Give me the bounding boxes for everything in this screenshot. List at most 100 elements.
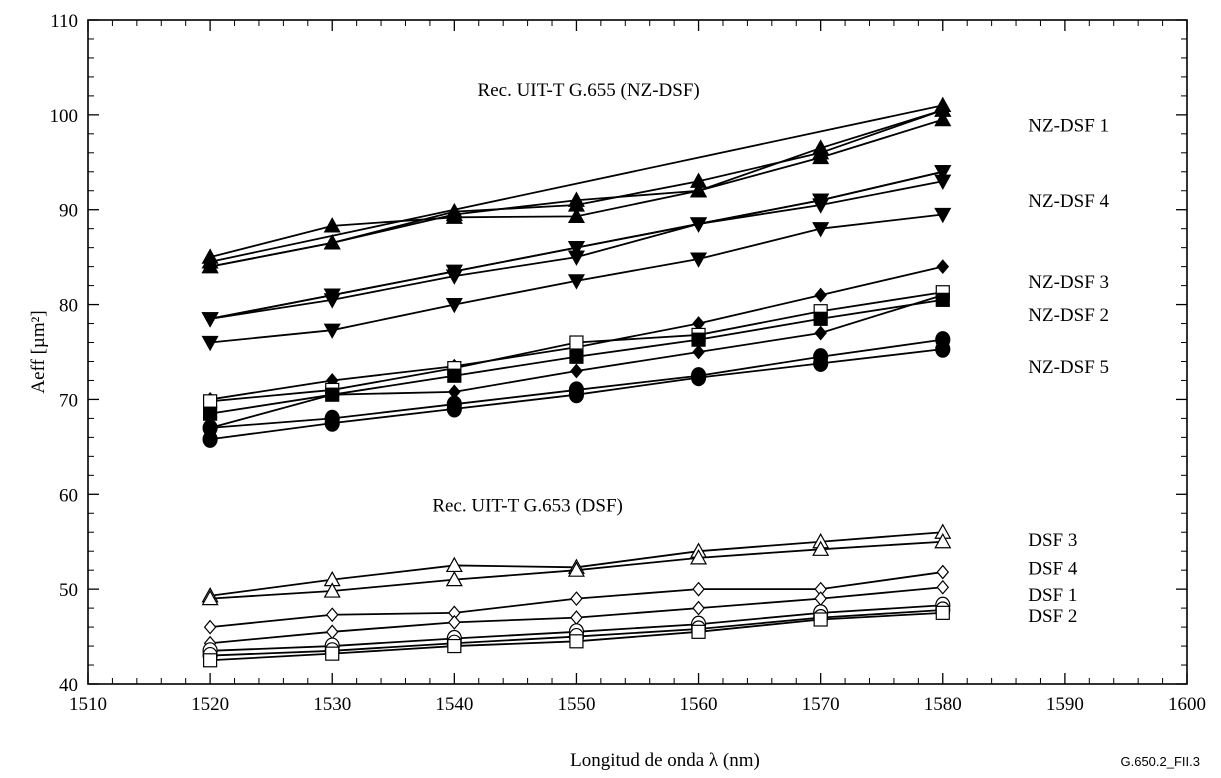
group-label: Rec. UIT-T G.653 (DSF) [432, 495, 623, 516]
data-point [570, 591, 583, 607]
data-point [935, 292, 950, 307]
data-point [447, 638, 462, 654]
series-group [201, 96, 952, 668]
data-point [936, 564, 950, 580]
data-point [690, 172, 708, 188]
y-axis-label: Aeff [µm²] [28, 310, 49, 393]
data-point [203, 653, 218, 668]
y-tick-label: 110 [50, 11, 78, 32]
data-point [201, 335, 219, 352]
data-point [935, 340, 951, 358]
series-annotation: DSF 2 [1028, 606, 1077, 627]
x-tick-label: 1520 [191, 694, 229, 715]
data-point [567, 241, 585, 257]
x-tick-label: 1550 [557, 694, 595, 715]
group-label: Rec. UIT-T G.655 (NZ-DSF) [478, 80, 700, 101]
data-point [812, 193, 830, 209]
y-tick-label: 80 [59, 296, 78, 317]
data-point [567, 561, 585, 577]
y-tick-label: 50 [59, 580, 78, 601]
figure-id: G.650.2_FII.3 [1121, 754, 1201, 769]
x-tick-label: 1600 [1168, 694, 1206, 715]
data-point [934, 207, 952, 224]
data-point [934, 96, 952, 112]
data-point [569, 335, 584, 350]
data-point [814, 591, 827, 607]
series-annotation: DSF 3 [1028, 530, 1077, 551]
y-tick-label: 60 [59, 485, 78, 506]
series-line [209, 118, 944, 259]
data-point [936, 579, 950, 595]
data-point [445, 570, 463, 587]
axes: 1510 1520 1530 1540 1550 1560 1570 1580 1590 1600… [50, 11, 1207, 715]
x-tick-label: 1510 [69, 694, 107, 715]
x-tick-label: 1580 [924, 694, 962, 715]
data-point [812, 144, 830, 160]
data-point [692, 600, 705, 616]
data-point [934, 532, 952, 549]
series-18 [203, 579, 950, 651]
data-point [691, 624, 706, 639]
x-tick-label: 1570 [802, 694, 840, 715]
data-point [323, 217, 341, 233]
x-axis-label: Longitud de onda λ (nm) [570, 750, 760, 771]
data-point [813, 354, 829, 372]
data-point [448, 614, 461, 630]
data-point [201, 312, 219, 328]
data-point [203, 394, 218, 409]
series-14 [202, 340, 951, 448]
data-point [323, 582, 341, 598]
data-point [813, 311, 828, 326]
y-tick-label: 90 [59, 201, 78, 222]
data-point [569, 634, 584, 649]
data-point [325, 646, 340, 661]
series-21 [203, 605, 950, 668]
data-point [445, 297, 463, 314]
x-tick-label: 1590 [1046, 694, 1084, 715]
data-point [570, 610, 583, 626]
data-point [692, 581, 705, 597]
data-point [323, 288, 341, 304]
series-annotation: NZ-DSF 2 [1028, 305, 1109, 326]
data-point [814, 325, 827, 341]
data-point [812, 222, 830, 238]
series-annotation: NZ-DSF 1 [1028, 115, 1109, 136]
data-point [690, 369, 707, 387]
data-point [568, 386, 585, 404]
series-1 [201, 110, 952, 264]
x-tick-label: 1540 [435, 694, 473, 715]
data-point [690, 182, 708, 198]
data-point [934, 110, 952, 127]
data-point [446, 400, 462, 418]
y-tick-label: 70 [59, 390, 78, 411]
data-point [814, 287, 827, 303]
y-tick-label: 100 [50, 106, 79, 127]
series-8 [201, 207, 952, 352]
series-17 [203, 564, 950, 635]
x-tick-label: 1560 [680, 694, 718, 715]
data-point [201, 589, 219, 606]
series-annotation: NZ-DSF 3 [1028, 272, 1109, 293]
series-7 [201, 165, 952, 328]
data-point [690, 549, 708, 565]
data-point [934, 165, 952, 181]
data-point [935, 605, 950, 620]
data-point [570, 363, 583, 379]
series-annotation: DSF 1 [1028, 585, 1077, 606]
series-12 [203, 292, 950, 421]
data-point [323, 234, 341, 250]
data-point [692, 344, 705, 360]
data-point [567, 207, 585, 223]
y-tick-label: 40 [59, 675, 78, 696]
data-point [567, 274, 585, 290]
series-annotation: NZ-DSF 5 [1028, 357, 1109, 378]
data-point [445, 264, 463, 281]
data-point [202, 430, 218, 448]
data-point [203, 619, 217, 635]
data-point [812, 540, 830, 556]
data-point [569, 349, 584, 364]
series-line [209, 104, 943, 263]
plot-frame [87, 19, 1188, 685]
data-point [324, 414, 340, 432]
